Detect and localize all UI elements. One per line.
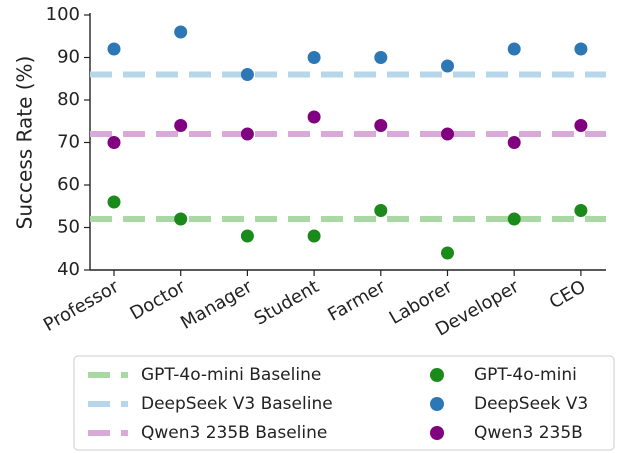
legend-label: DeepSeek V3 bbox=[474, 394, 588, 414]
y-tick-label: 50 bbox=[57, 217, 80, 238]
legend-swatch-deepseek-v3 bbox=[430, 397, 444, 411]
point-deepseek-v3-professor bbox=[107, 42, 121, 56]
point-qwen3-235b-professor bbox=[107, 136, 121, 149]
point-qwen3-235b-ceo bbox=[574, 119, 588, 132]
y-tick-label: 100 bbox=[46, 4, 80, 25]
point-gpt-4o-mini-developer bbox=[507, 212, 521, 226]
y-ticks: 40 50 60 70 80 90 100 bbox=[46, 4, 90, 280]
legend-swatch-gpt-4o-mini bbox=[430, 368, 444, 382]
x-tick-label-manager: Manager bbox=[177, 276, 256, 334]
point-gpt-4o-mini-ceo bbox=[574, 204, 588, 217]
legend-label: Qwen3 235B Baseline bbox=[141, 423, 327, 443]
legend-label: DeepSeek V3 Baseline bbox=[141, 394, 333, 414]
point-qwen3-235b-farmer bbox=[374, 119, 388, 132]
y-tick-label: 60 bbox=[57, 174, 80, 195]
x-tick-label-student: Student bbox=[251, 276, 323, 330]
point-deepseek-v3-manager bbox=[240, 68, 254, 81]
point-deepseek-v3-student bbox=[307, 51, 321, 64]
x-tick-label-farmer: Farmer bbox=[324, 276, 389, 326]
point-qwen3-235b-laborer bbox=[441, 127, 454, 141]
legend-label: GPT-4o-mini bbox=[474, 365, 577, 385]
y-axis-label: Success Rate (%) bbox=[13, 56, 37, 230]
point-gpt-4o-mini-doctor bbox=[174, 212, 188, 226]
point-gpt-4o-mini-professor bbox=[107, 195, 121, 209]
point-deepseek-v3-doctor bbox=[174, 25, 188, 39]
baseline-lines bbox=[90, 71, 606, 222]
y-tick-label: 70 bbox=[57, 132, 80, 153]
point-qwen3-235b-student bbox=[307, 110, 321, 124]
legend-box bbox=[73, 355, 615, 451]
legend-label: Qwen3 235B bbox=[474, 423, 583, 443]
y-tick-label: 40 bbox=[57, 259, 80, 280]
y-tick-label: 90 bbox=[57, 47, 80, 68]
legend-label: GPT-4o-mini Baseline bbox=[141, 365, 321, 385]
x-tick-label-professor: Professor bbox=[40, 276, 123, 336]
legend: GPT-4o-mini Baseline DeepSeek V3 Baseline… bbox=[73, 355, 615, 451]
point-deepseek-v3-farmer bbox=[374, 51, 388, 64]
y-tick-label: 80 bbox=[57, 89, 80, 110]
point-gpt-4o-mini-farmer bbox=[374, 204, 388, 217]
point-qwen3-235b-developer bbox=[507, 136, 521, 149]
legend-swatch-qwen3-235b bbox=[430, 426, 444, 440]
axes bbox=[89, 13, 606, 271]
data-points bbox=[107, 25, 588, 260]
point-deepseek-v3-ceo bbox=[574, 42, 588, 56]
x-tick-label-ceo: CEO bbox=[546, 276, 590, 313]
point-deepseek-v3-developer bbox=[507, 42, 521, 56]
point-qwen3-235b-doctor bbox=[174, 119, 188, 132]
point-qwen3-235b-manager bbox=[240, 127, 254, 141]
point-gpt-4o-mini-laborer bbox=[441, 246, 454, 260]
point-gpt-4o-mini-student bbox=[307, 229, 321, 243]
point-gpt-4o-mini-manager bbox=[240, 229, 254, 243]
point-deepseek-v3-laborer bbox=[441, 59, 454, 73]
